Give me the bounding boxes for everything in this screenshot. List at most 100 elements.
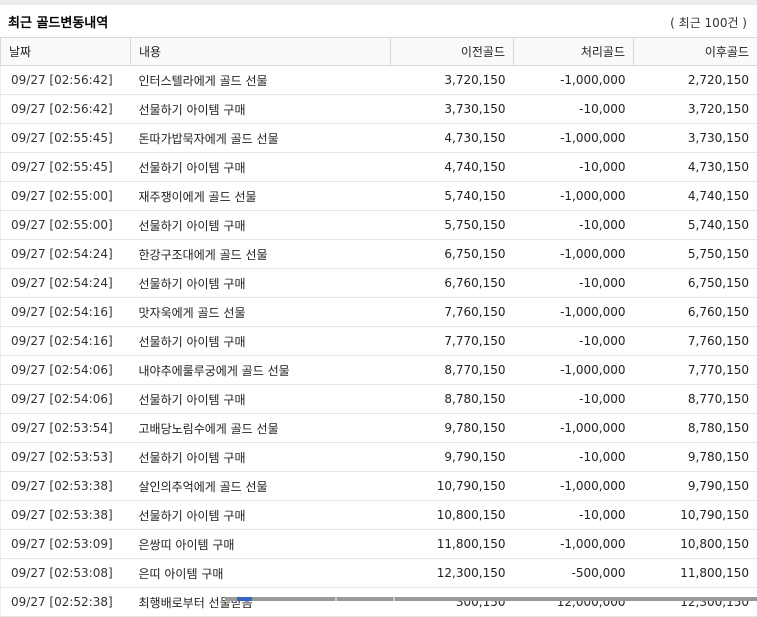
cell-before-gold: 6,760,150 [391, 269, 514, 298]
cell-change-gold: -1,000,000 [514, 414, 634, 443]
cell-after-gold: 10,790,150 [634, 501, 757, 530]
cell-date: 09/27 [02:53:09] [1, 530, 131, 559]
cell-after-gold: 5,740,150 [634, 211, 757, 240]
column-header-change-gold: 처리골드 [514, 38, 634, 66]
cell-date: 09/27 [02:53:08] [1, 559, 131, 588]
cell-after-gold: 6,760,150 [634, 298, 757, 327]
cell-after-gold: 10,800,150 [634, 530, 757, 559]
bottom-edge-divider [335, 597, 337, 601]
cell-description: 은쌍띠 아이템 구매 [131, 530, 391, 559]
cell-after-gold: 2,720,150 [634, 66, 757, 95]
cell-change-gold: -10,000 [514, 95, 634, 124]
bottom-edge-divider [393, 597, 395, 601]
cell-description: 내야추에룰루궁에게 골드 선물 [131, 356, 391, 385]
cell-date: 09/27 [02:53:53] [1, 443, 131, 472]
cell-description: 맛자욱에게 골드 선물 [131, 298, 391, 327]
cell-after-gold: 9,780,150 [634, 443, 757, 472]
cell-change-gold: -10,000 [514, 269, 634, 298]
cell-date: 09/27 [02:54:16] [1, 298, 131, 327]
cell-description: 인터스텔라에게 골드 선물 [131, 66, 391, 95]
cell-description: 선물하기 아이템 구매 [131, 95, 391, 124]
cell-description: 선물하기 아이템 구매 [131, 501, 391, 530]
cell-before-gold: 10,790,150 [391, 472, 514, 501]
column-header-date: 날짜 [1, 38, 131, 66]
recent-count-label: ( 최근 100건 ) [670, 14, 749, 31]
cell-change-gold: -10,000 [514, 501, 634, 530]
cell-before-gold: 12,300,150 [391, 559, 514, 588]
cell-change-gold: -10,000 [514, 153, 634, 182]
cell-change-gold: -1,000,000 [514, 124, 634, 153]
cell-description: 살인의추억에게 골드 선물 [131, 472, 391, 501]
cell-date: 09/27 [02:55:00] [1, 211, 131, 240]
cell-before-gold: 11,800,150 [391, 530, 514, 559]
cell-description: 선물하기 아이템 구매 [131, 153, 391, 182]
cell-before-gold: 8,770,150 [391, 356, 514, 385]
cell-before-gold: 4,740,150 [391, 153, 514, 182]
cell-after-gold: 7,760,150 [634, 327, 757, 356]
cell-change-gold: -1,000,000 [514, 66, 634, 95]
bottom-edge-accent [237, 597, 252, 601]
cell-before-gold: 3,730,150 [391, 95, 514, 124]
cell-date: 09/27 [02:53:38] [1, 472, 131, 501]
cell-description: 돈따가밥묵자에게 골드 선물 [131, 124, 391, 153]
cell-date: 09/27 [02:53:38] [1, 501, 131, 530]
cell-change-gold: -10,000 [514, 443, 634, 472]
cell-description: 재주쟁이에게 골드 선물 [131, 182, 391, 211]
cell-date: 09/27 [02:54:06] [1, 356, 131, 385]
window-bottom-edge [225, 597, 757, 601]
cell-before-gold: 6,750,150 [391, 240, 514, 269]
cell-change-gold: -1,000,000 [514, 356, 634, 385]
cell-description: 한강구조대에게 골드 선물 [131, 240, 391, 269]
cell-change-gold: -1,000,000 [514, 530, 634, 559]
table-header: 날짜 내용 이전골드 처리골드 이후골드 [1, 38, 757, 66]
cell-date: 09/27 [02:56:42] [1, 95, 131, 124]
cell-change-gold: -1,000,000 [514, 240, 634, 269]
cell-after-gold: 5,750,150 [634, 240, 757, 269]
cell-after-gold: 9,790,150 [634, 472, 757, 501]
cell-before-gold: 10,800,150 [391, 501, 514, 530]
cell-date: 09/27 [02:53:54] [1, 414, 131, 443]
cell-after-gold: 12,300,150 [634, 588, 757, 617]
cell-date: 09/27 [02:52:38] [1, 588, 131, 617]
cell-date: 09/27 [02:54:24] [1, 269, 131, 298]
column-header-description: 내용 [131, 38, 391, 66]
cell-before-gold: 300,150 [391, 588, 514, 617]
cell-description: 최행배로부터 선물받음 [131, 588, 391, 617]
cell-before-gold: 3,720,150 [391, 66, 514, 95]
cell-change-gold: -1,000,000 [514, 298, 634, 327]
cell-date: 09/27 [02:54:24] [1, 240, 131, 269]
cell-description: 선물하기 아이템 구매 [131, 269, 391, 298]
cell-before-gold: 9,790,150 [391, 443, 514, 472]
cell-before-gold: 4,730,150 [391, 124, 514, 153]
cell-date: 09/27 [02:55:00] [1, 182, 131, 211]
cell-date: 09/27 [02:55:45] [1, 153, 131, 182]
cell-description: 선물하기 아이템 구매 [131, 327, 391, 356]
cell-after-gold: 11,800,150 [634, 559, 757, 588]
cell-after-gold: 6,750,150 [634, 269, 757, 298]
cell-after-gold: 4,730,150 [634, 153, 757, 182]
cell-change-gold: -1,000,000 [514, 472, 634, 501]
cell-before-gold: 5,750,150 [391, 211, 514, 240]
cell-before-gold: 7,770,150 [391, 327, 514, 356]
cell-date: 09/27 [02:54:06] [1, 385, 131, 414]
cell-after-gold: 8,770,150 [634, 385, 757, 414]
cell-date: 09/27 [02:55:45] [1, 124, 131, 153]
page-header: 최근 골드변동내역 ( 최근 100건 ) [0, 5, 757, 37]
